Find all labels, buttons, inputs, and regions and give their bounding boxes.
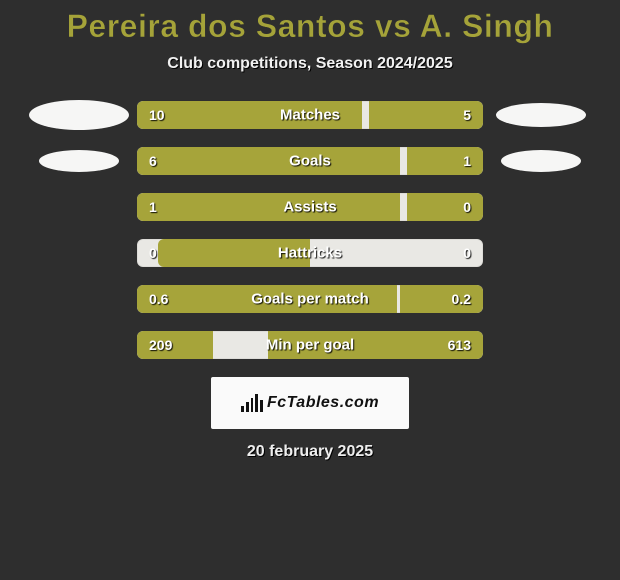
logo-bar: [251, 398, 254, 412]
stat-bar-track: 0 Hattricks 0: [137, 239, 483, 267]
stat-label: Assists: [283, 199, 336, 216]
logo-text: FcTables.com: [267, 394, 379, 412]
stat-bar-track: 209 Min per goal 613: [137, 331, 483, 359]
stat-label: Hattricks: [278, 245, 342, 262]
subtitle: Club competitions, Season 2024/2025: [167, 55, 452, 73]
stat-bar-track: 1 Assists 0: [137, 193, 483, 221]
avatar-slot-left: [29, 331, 129, 359]
avatar-slot-right: [491, 285, 591, 313]
stat-bar-track: 6 Goals 1: [137, 147, 483, 175]
avatar-slot-left: [29, 193, 129, 221]
date-label: 20 february 2025: [247, 443, 373, 461]
stat-label: Min per goal: [266, 337, 354, 354]
stat-value-left: 1: [149, 199, 157, 215]
avatar-slot-right: [491, 239, 591, 267]
stat-value-left: 10: [149, 107, 165, 123]
logo-bar: [246, 402, 249, 412]
stat-value-right: 0: [463, 199, 471, 215]
stat-value-left: 6: [149, 153, 157, 169]
stat-row: 0 Hattricks 0: [0, 239, 620, 267]
stat-value-right: 1: [463, 153, 471, 169]
logo-bar: [241, 406, 244, 412]
stat-value-right: 0: [463, 245, 471, 261]
avatar-slot-right: [491, 193, 591, 221]
stats-rows: 10 Matches 5 6 Goals 1 1 Assists 0 0 Hattricks 0 0.6…: [0, 101, 620, 359]
player-avatar-right: [496, 103, 586, 127]
stat-row: 0.6 Goals per match 0.2: [0, 285, 620, 313]
player-avatar-left: [39, 150, 119, 172]
stat-bar-left: [137, 193, 400, 221]
stat-bar-track: 0.6 Goals per match 0.2: [137, 285, 483, 313]
avatar-slot-right: [491, 147, 591, 175]
stat-bar-track: 10 Matches 5: [137, 101, 483, 129]
avatar-slot-left: [29, 239, 129, 267]
stat-row: 209 Min per goal 613: [0, 331, 620, 359]
logo-bar: [255, 394, 258, 412]
stat-value-left: 0: [149, 245, 157, 261]
stat-value-right: 0.2: [452, 291, 471, 307]
avatar-slot-left: [29, 285, 129, 313]
logo-bar: [260, 400, 263, 412]
stat-row: 6 Goals 1: [0, 147, 620, 175]
page-title: Pereira dos Santos vs A. Singh: [67, 8, 554, 45]
stat-value-right: 5: [463, 107, 471, 123]
stat-value-left: 0.6: [149, 291, 168, 307]
player-avatar-left: [29, 100, 129, 130]
avatar-slot-right: [491, 331, 591, 359]
stat-label: Goals: [289, 153, 331, 170]
logo-box: FcTables.com: [211, 377, 409, 429]
stat-label: Goals per match: [251, 291, 369, 308]
stat-row: 1 Assists 0: [0, 193, 620, 221]
avatar-slot-left: [29, 101, 129, 129]
stat-row: 10 Matches 5: [0, 101, 620, 129]
stat-value-left: 209: [149, 337, 172, 353]
stat-bar-right: [407, 147, 483, 175]
player-avatar-right: [501, 150, 581, 172]
stat-bar-right: [407, 193, 483, 221]
bar-chart-icon: [241, 394, 263, 412]
stat-bar-left: [137, 147, 400, 175]
avatar-slot-left: [29, 147, 129, 175]
stat-label: Matches: [280, 107, 340, 124]
avatar-slot-right: [491, 101, 591, 129]
stat-value-right: 613: [448, 337, 471, 353]
